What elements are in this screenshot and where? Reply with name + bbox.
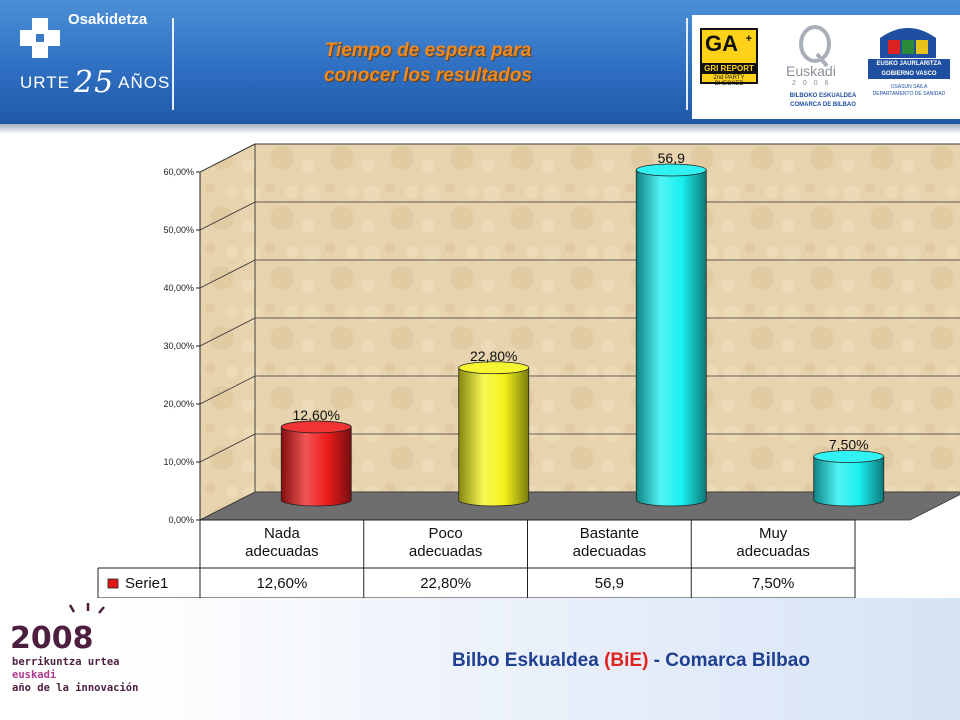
bar-body xyxy=(280,426,352,507)
department-name: OSASUN SAILA DEPARTAMENTO DE SANIDAD xyxy=(868,84,950,98)
legend-label: Serie1 xyxy=(125,575,168,592)
category-label: adecuadas xyxy=(573,543,646,560)
y-tick-label: 50,00% xyxy=(163,225,194,235)
innovation-year-logo: 2008 xyxy=(10,603,105,651)
y-tick-label: 60,00% xyxy=(163,167,194,177)
gridline-side xyxy=(199,201,256,231)
chart-bars: 12,60% 22,80% 56,9 7,50% xyxy=(280,150,885,507)
credit-suffix: - Comarca Bilbao xyxy=(653,650,810,671)
header-divider xyxy=(686,18,688,110)
department-line-2: DEPARTAMENTO DE SANIDAD xyxy=(872,91,946,97)
credit-accent: (BiE) xyxy=(604,650,649,671)
government-name: EUSKO JAURLARITZA GOBIERNO VASCO xyxy=(868,59,950,79)
bar-data-label: 22,80% xyxy=(470,348,517,364)
anniversary-suffix: AÑOS xyxy=(118,73,171,92)
euskadi-word: Euskadi xyxy=(786,63,836,79)
year-text-line-2: euskadi xyxy=(12,669,57,681)
bar-body xyxy=(458,367,530,507)
bar-data-label: 56,9 xyxy=(658,150,685,166)
year-logo-number: 2008 xyxy=(10,621,94,651)
comarca-line-1: BILBOKO ESKUALDEA xyxy=(789,93,857,99)
y-tick-label: 20,00% xyxy=(163,399,194,409)
data-table: Nadaadecuadas12,60%Pocoadecuadas22,80%Ba… xyxy=(97,519,856,599)
credit-prefix: Bilbo Eskualdea xyxy=(452,650,599,671)
category-label: adecuadas xyxy=(409,543,482,560)
category-label: adecuadas xyxy=(736,543,809,560)
y-tick-label: 0,00% xyxy=(168,515,194,525)
footer-band xyxy=(115,598,960,720)
chart-walls: 0,00% 10,00% 20,00% 30,00% 40,00% 50,00% 60,00… xyxy=(163,143,960,525)
government-line-1: EUSKO JAURLARITZA xyxy=(868,59,950,69)
table-value: 7,50% xyxy=(752,575,795,592)
y-tick-label: 40,00% xyxy=(163,283,194,293)
category-label: adecuadas xyxy=(245,543,318,560)
gridline-side xyxy=(199,259,256,289)
gridline-side xyxy=(199,375,256,405)
comarca-line-2: COMARCA DE BILBAO xyxy=(790,102,856,108)
category-label: Nada xyxy=(264,525,301,542)
anniversary-number: 25 xyxy=(73,65,115,100)
basque-government-emblem-icon xyxy=(880,28,936,58)
footer-credit: Bilbo Eskualdea (BiE) - Comarca Bilbao xyxy=(452,650,810,672)
y-tick-label: 10,00% xyxy=(163,457,194,467)
gri-report-badge: GA + GRI REPORT 2nd PARTY CHECKED xyxy=(700,28,758,87)
gridline-side xyxy=(199,143,256,173)
slide-title: Tiempo de espera para conocer los result… xyxy=(258,38,598,88)
category-label: Bastante xyxy=(580,525,639,542)
category-label: Muy xyxy=(759,525,788,542)
header-shadow xyxy=(0,124,960,134)
bar-body xyxy=(813,456,885,507)
badge-report: GRI REPORT xyxy=(702,63,756,74)
legend-swatch xyxy=(107,578,119,589)
bar-body xyxy=(635,169,707,507)
gridline-side xyxy=(199,433,256,463)
category-label: Poco xyxy=(429,525,463,542)
bar-top xyxy=(813,450,885,463)
innovation-year-text: berrikuntza urtea euskadi año de la inno… xyxy=(12,656,138,695)
bar-data-label: 7,50% xyxy=(829,437,869,453)
title-line-2: conocer los resultados xyxy=(323,65,532,86)
org-name: Osakidetza xyxy=(68,11,148,28)
anniversary-mark: URTE 25 AÑOS xyxy=(20,68,170,98)
title-line-1: Tiempo de espera para xyxy=(324,40,532,61)
bar-data-label: 12,60% xyxy=(293,407,340,423)
footer-logo-panel xyxy=(0,598,115,720)
badge-plus: + xyxy=(745,33,752,45)
y-tick-label: 30,00% xyxy=(163,341,194,351)
osakidetza-logo-icon xyxy=(20,18,60,58)
gridline-side xyxy=(199,317,256,347)
anniversary-prefix: URTE xyxy=(20,73,70,92)
badge-checked: 2nd PARTY CHECKED xyxy=(713,75,745,87)
year-text-line-3: año de la innovación xyxy=(12,682,139,694)
department-line-1: OSASUN SAILA xyxy=(890,84,928,90)
badge-ga: GA xyxy=(705,31,738,56)
header-divider xyxy=(172,18,174,110)
table-value: 12,60% xyxy=(256,575,307,592)
bar-top xyxy=(458,361,530,375)
comarca-label: BILBOKO ESKUALDEA COMARCA DE BILBAO xyxy=(778,92,868,110)
year-text-line-1: berrikuntza urtea xyxy=(12,656,120,668)
table-value: 56,9 xyxy=(595,575,624,592)
government-line-2: GOBIERNO VASCO xyxy=(868,69,950,79)
euskadi-year: 2006 xyxy=(792,80,836,87)
euskadi-quality-icon xyxy=(799,25,831,68)
bar-top xyxy=(635,163,707,177)
bar-top xyxy=(280,420,352,434)
table-value: 22,80% xyxy=(420,575,471,592)
